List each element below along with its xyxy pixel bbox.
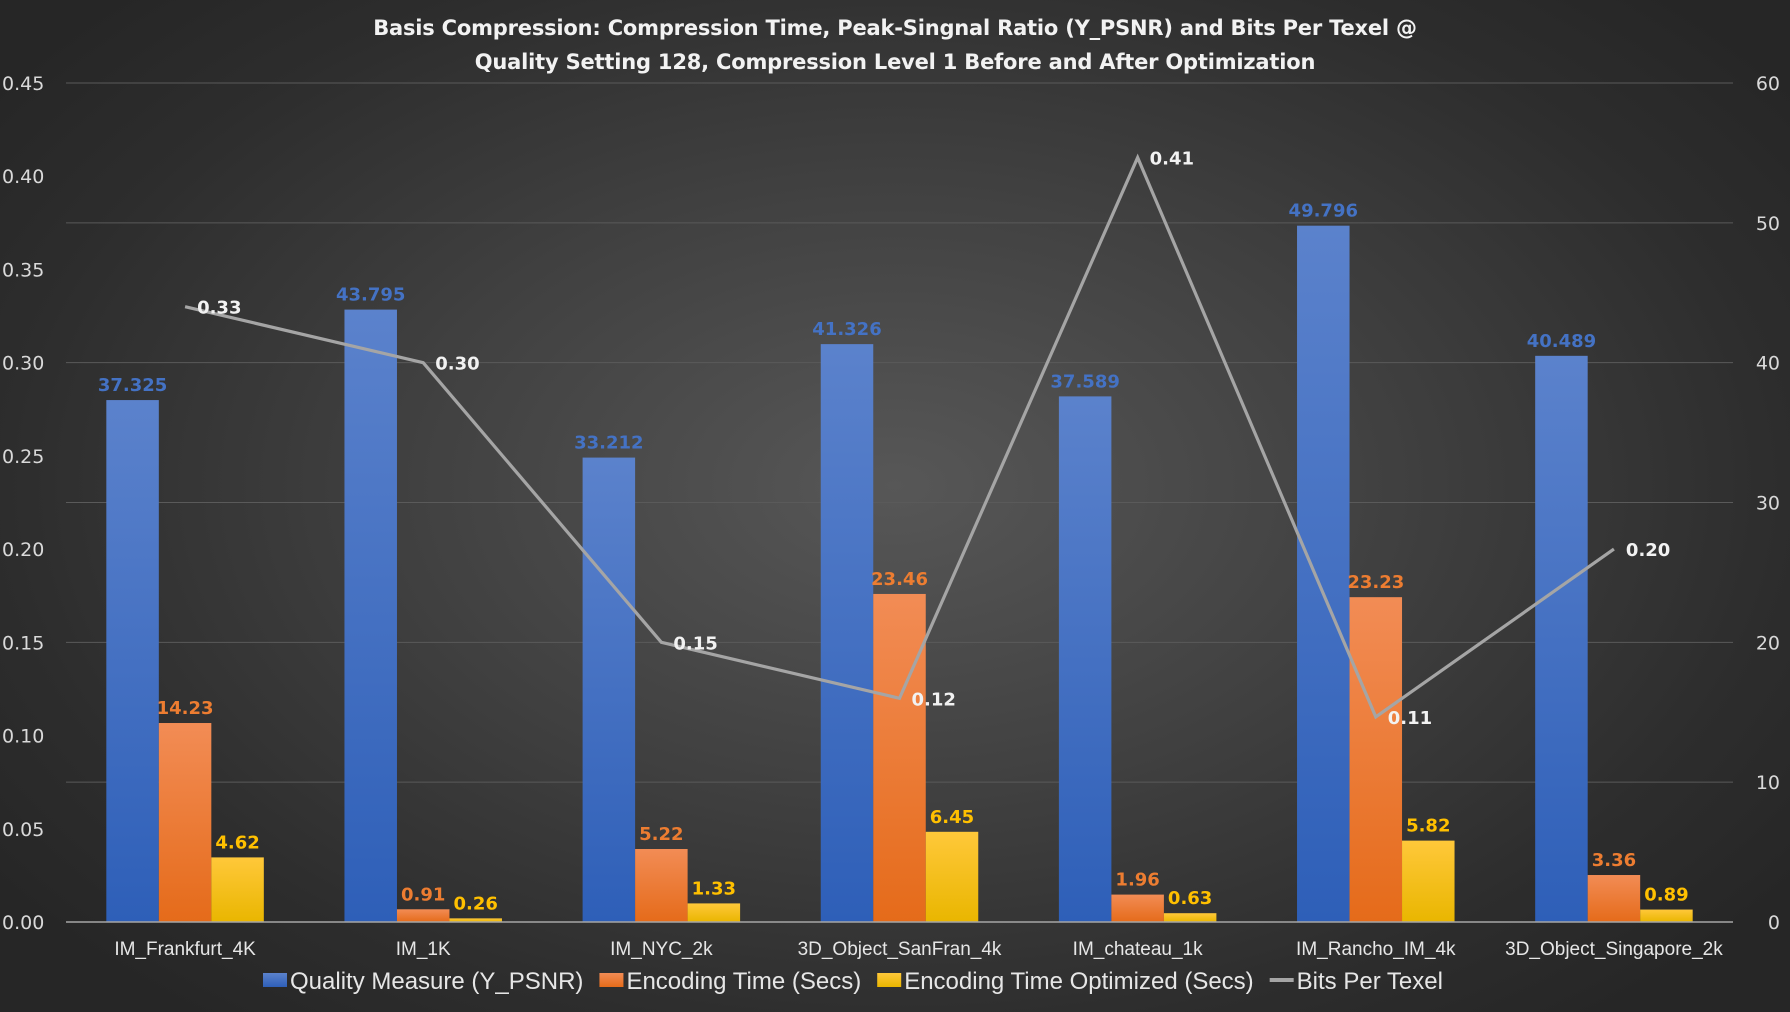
legend-swatch bbox=[263, 973, 287, 987]
bar-quality-measure-y-psnr-im-frankfurt-4k bbox=[106, 400, 159, 922]
left-axis-tick-label: 0.35 bbox=[2, 259, 44, 281]
data-label-encoding-time-optimized-secs: 0.89 bbox=[1644, 885, 1688, 906]
legend-item-encoding-time-optimized-secs[interactable]: Encoding Time Optimized (Secs) bbox=[877, 968, 1254, 995]
data-label-encoding-time-secs: 5.22 bbox=[639, 824, 683, 845]
data-label-quality-measure-y-psnr: 49.796 bbox=[1289, 201, 1358, 222]
bar-quality-measure-y-psnr-im-chateau-1k bbox=[1058, 396, 1112, 922]
category-label: IM_NYC_2k bbox=[610, 939, 713, 960]
left-axis-tick-label: 0.10 bbox=[2, 726, 44, 748]
left-axis-tick-label: 0.00 bbox=[2, 912, 44, 934]
bar-quality-measure-y-psnr-3d-object-singapore-2k bbox=[1535, 355, 1588, 922]
category-label: IM_Frankfurt_4K bbox=[114, 939, 256, 960]
data-labels: 37.325 14.23 4.62 43.795 0.91 0.26 33.212 5.22 1… bbox=[98, 149, 1689, 915]
bar-encoding-time-secs-im-1k bbox=[396, 909, 450, 922]
left-axis-tick-label: 0.45 bbox=[2, 73, 44, 95]
bar-encoding-time-optimized-secs-3d-object-singapore-2k bbox=[1640, 909, 1693, 922]
bar-quality-measure-y-psnr-im-nyc-2k bbox=[582, 457, 636, 922]
data-label-quality-measure-y-psnr: 37.325 bbox=[98, 375, 167, 396]
data-label-encoding-time-optimized-secs: 5.82 bbox=[1406, 816, 1450, 837]
chart-title: Basis Compression: Compression Time, Pea… bbox=[373, 16, 1417, 74]
bars bbox=[106, 225, 1693, 923]
data-label-encoding-time-secs: 23.46 bbox=[871, 569, 928, 590]
bar-quality-measure-y-psnr-im-1k bbox=[344, 309, 397, 922]
bar-encoding-time-optimized-secs-im-frankfurt-4k bbox=[211, 857, 264, 922]
right-axis-tick-label: 50 bbox=[1756, 213, 1780, 235]
data-label-encoding-time-secs: 0.91 bbox=[401, 884, 445, 905]
data-label-encoding-time-optimized-secs: 1.33 bbox=[692, 878, 736, 899]
data-label-quality-measure-y-psnr: 41.326 bbox=[812, 319, 881, 340]
bar-encoding-time-optimized-secs-im-rancho-im-4k bbox=[1402, 840, 1455, 922]
bar-encoding-time-optimized-secs-im-chateau-1k bbox=[1163, 913, 1217, 922]
bar-encoding-time-secs-3d-object-sanfran-4k bbox=[873, 593, 926, 922]
data-label-encoding-time-optimized-secs: 4.62 bbox=[215, 832, 259, 853]
data-label-encoding-time-optimized-secs: 0.26 bbox=[454, 893, 498, 914]
data-label-encoding-time-secs: 14.23 bbox=[157, 698, 214, 719]
data-label-bits-per-texel: 0.12 bbox=[912, 689, 956, 710]
category-label: IM_chateau_1k bbox=[1073, 939, 1203, 960]
bar-encoding-time-optimized-secs-im-nyc-2k bbox=[687, 903, 741, 922]
bar-encoding-time-secs-im-chateau-1k bbox=[1111, 894, 1164, 922]
bar-quality-measure-y-psnr-im-rancho-im-4k bbox=[1297, 225, 1350, 923]
right-axis-tick-label: 30 bbox=[1756, 493, 1780, 515]
data-label-quality-measure-y-psnr: 37.589 bbox=[1050, 371, 1119, 392]
legend-item-bits-per-texel[interactable]: Bits Per Texel bbox=[1269, 968, 1443, 995]
data-label-encoding-time-secs: 3.36 bbox=[1592, 850, 1636, 871]
bar-encoding-time-optimized-secs-im-1k bbox=[449, 918, 502, 922]
right-axis-tick-label: 10 bbox=[1756, 772, 1780, 794]
left-axis-tick-label: 0.20 bbox=[2, 539, 44, 561]
line-series-bits-per-texel bbox=[184, 153, 1615, 720]
data-label-quality-measure-y-psnr: 43.795 bbox=[336, 285, 405, 306]
legend-item-encoding-time-secs[interactable]: Encoding Time (Secs) bbox=[599, 968, 861, 995]
data-label-encoding-time-optimized-secs: 6.45 bbox=[930, 807, 974, 828]
left-axis-tick-label: 0.40 bbox=[2, 166, 44, 188]
bar-encoding-time-secs-im-nyc-2k bbox=[635, 849, 688, 922]
legend-label: Bits Per Texel bbox=[1297, 968, 1443, 995]
legend-swatch bbox=[877, 973, 902, 987]
category-label: IM_Rancho_IM_4k bbox=[1296, 939, 1456, 960]
right-axis: 0 10 20 30 40 50 60 bbox=[1756, 73, 1780, 934]
right-axis-tick-label: 20 bbox=[1756, 632, 1780, 654]
data-label-bits-per-texel: 0.20 bbox=[1626, 540, 1670, 561]
bar-encoding-time-secs-im-rancho-im-4k bbox=[1349, 597, 1403, 922]
left-axis-tick-label: 0.15 bbox=[2, 632, 44, 654]
data-label-quality-measure-y-psnr: 40.489 bbox=[1527, 331, 1596, 352]
legend: Quality Measure (Y_PSNR) Encoding Time (S… bbox=[263, 968, 1443, 995]
data-label-bits-per-texel: 0.33 bbox=[197, 298, 241, 319]
legend-item-quality-measure-y-psnr[interactable]: Quality Measure (Y_PSNR) bbox=[263, 968, 583, 995]
left-axis-tick-label: 0.25 bbox=[2, 446, 44, 468]
data-label-encoding-time-secs: 1.96 bbox=[1115, 870, 1159, 891]
right-axis-tick-label: 0 bbox=[1768, 912, 1780, 934]
data-label-bits-per-texel: 0.41 bbox=[1150, 149, 1194, 170]
data-label-bits-per-texel: 0.15 bbox=[673, 633, 717, 654]
data-label-bits-per-texel: 0.11 bbox=[1388, 708, 1432, 729]
data-label-encoding-time-secs: 23.23 bbox=[1347, 572, 1404, 593]
left-axis: 0.00 0.05 0.10 0.15 0.20 0.25 0.30 0.35 0.40 0.45 bbox=[2, 73, 44, 934]
data-label-quality-measure-y-psnr: 33.212 bbox=[574, 433, 643, 454]
chart-title-line-1: Basis Compression: Compression Time, Pea… bbox=[373, 16, 1417, 40]
category-label: 3D_Object_Singapore_2k bbox=[1505, 939, 1723, 960]
legend-label: Encoding Time Optimized (Secs) bbox=[904, 968, 1253, 995]
right-axis-tick-label: 60 bbox=[1756, 73, 1780, 95]
x-axis-categories: IM_Frankfurt_4K IM_1K IM_NYC_2k 3D_Object_S… bbox=[114, 939, 1723, 960]
category-label: 3D_Object_SanFran_4k bbox=[798, 939, 1002, 960]
gridlines bbox=[66, 82, 1733, 783]
bar-encoding-time-optimized-secs-3d-object-sanfran-4k bbox=[925, 831, 979, 922]
legend-label: Quality Measure (Y_PSNR) bbox=[290, 968, 583, 995]
data-label-bits-per-texel: 0.30 bbox=[435, 354, 479, 375]
left-axis-tick-label: 0.30 bbox=[2, 353, 44, 375]
right-axis-tick-label: 40 bbox=[1756, 353, 1780, 375]
bar-encoding-time-secs-im-frankfurt-4k bbox=[158, 723, 212, 922]
legend-label: Encoding Time (Secs) bbox=[626, 968, 861, 995]
chart-title-line-2: Quality Setting 128, Compression Level 1… bbox=[475, 50, 1315, 74]
legend-swatch bbox=[599, 973, 624, 987]
left-axis-tick-label: 0.05 bbox=[2, 819, 44, 841]
bar-quality-measure-y-psnr-3d-object-sanfran-4k bbox=[820, 344, 874, 922]
category-label: IM_1K bbox=[396, 939, 451, 960]
bar-encoding-time-secs-3d-object-singapore-2k bbox=[1587, 875, 1641, 922]
data-label-encoding-time-optimized-secs: 0.63 bbox=[1168, 888, 1212, 909]
